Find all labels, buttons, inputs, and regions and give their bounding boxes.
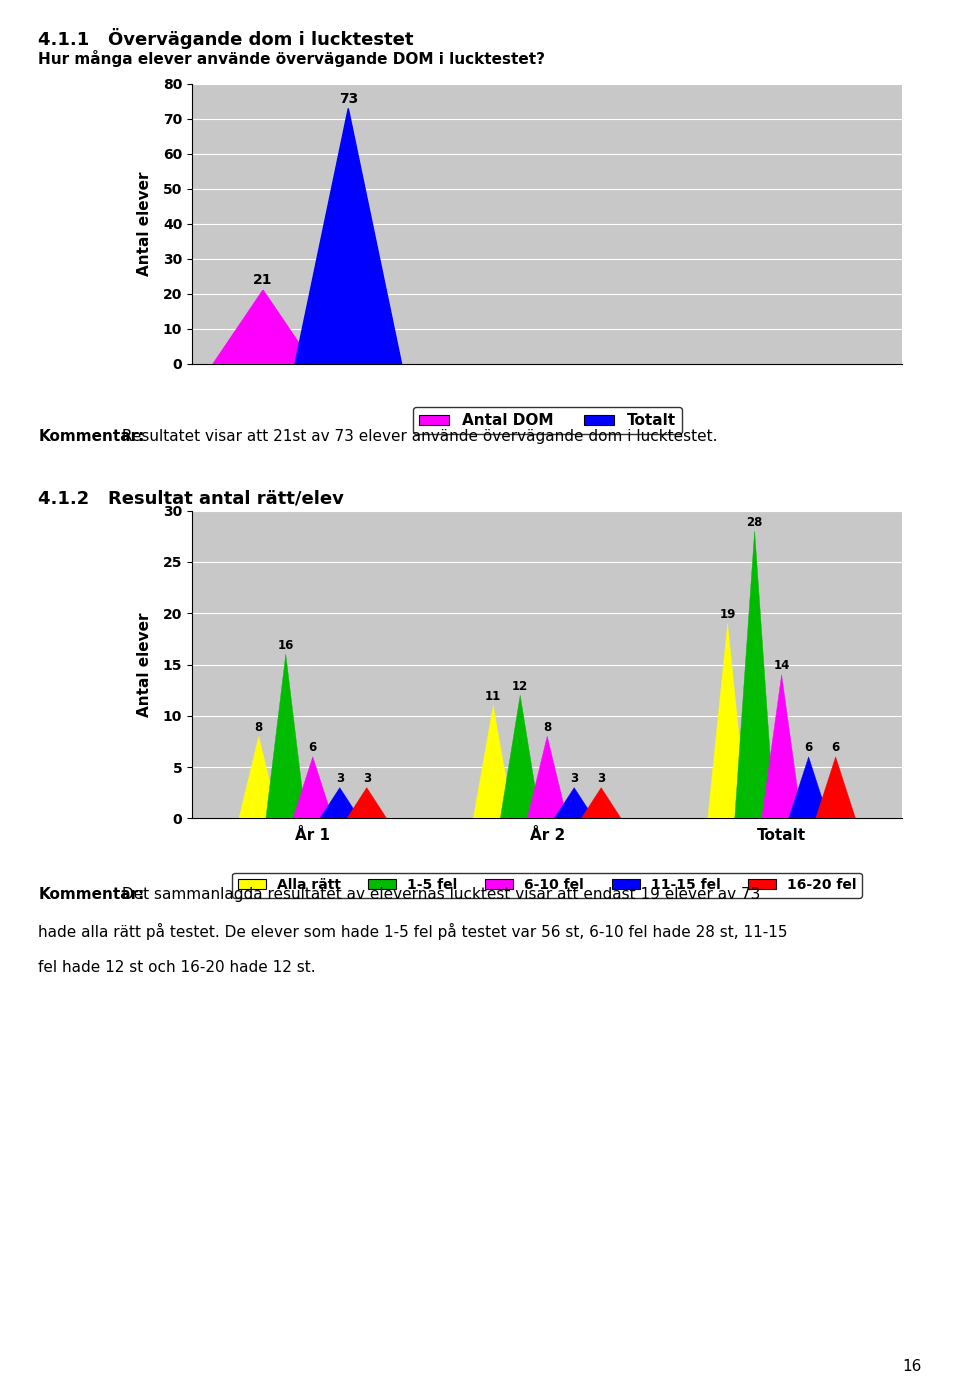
Text: 8: 8 xyxy=(543,720,551,733)
Polygon shape xyxy=(347,788,387,818)
Polygon shape xyxy=(293,757,333,818)
Polygon shape xyxy=(295,109,401,364)
Text: hade alla rätt på testet. De elever som hade 1-5 fel på testet var 56 st, 6-10 f: hade alla rätt på testet. De elever som … xyxy=(38,923,788,940)
Polygon shape xyxy=(554,788,594,818)
Text: 16: 16 xyxy=(902,1358,922,1374)
Text: 6: 6 xyxy=(309,741,317,754)
Text: Det sammanlagda resultatet av elevernas lucktest visar att endast 19 elever av 7: Det sammanlagda resultatet av elevernas … xyxy=(117,887,760,902)
Y-axis label: Antal elever: Antal elever xyxy=(136,613,152,716)
Text: 6: 6 xyxy=(804,741,813,754)
Text: 8: 8 xyxy=(254,720,263,733)
Polygon shape xyxy=(473,705,513,818)
Polygon shape xyxy=(708,624,748,818)
Polygon shape xyxy=(761,674,802,818)
Text: Kommentar:: Kommentar: xyxy=(38,887,145,902)
Polygon shape xyxy=(816,757,855,818)
Polygon shape xyxy=(734,532,775,818)
Polygon shape xyxy=(239,736,278,818)
Polygon shape xyxy=(500,695,540,818)
Text: Resultatet visar att 21st av 73 elever använde övervägande dom i lucktestet.: Resultatet visar att 21st av 73 elever a… xyxy=(117,429,718,445)
Polygon shape xyxy=(527,736,567,818)
Text: 3: 3 xyxy=(597,772,605,785)
Polygon shape xyxy=(266,655,305,818)
Polygon shape xyxy=(213,291,313,364)
Text: Kommentar:: Kommentar: xyxy=(38,429,145,445)
Text: 6: 6 xyxy=(831,741,840,754)
Text: Hur många elever använde övervägande DOM i lucktestet?: Hur många elever använde övervägande DOM… xyxy=(38,50,545,67)
Text: 4.1.2   Resultat antal rätt/elev: 4.1.2 Resultat antal rätt/elev xyxy=(38,490,345,508)
Text: 16: 16 xyxy=(277,639,294,652)
Text: 11: 11 xyxy=(485,690,501,702)
Text: 4.1.1   Övervägande dom i lucktestet: 4.1.1 Övervägande dom i lucktestet xyxy=(38,28,414,49)
Text: 3: 3 xyxy=(336,772,344,785)
Text: fel hade 12 st och 16-20 hade 12 st.: fel hade 12 st och 16-20 hade 12 st. xyxy=(38,960,316,975)
Legend: Alla rätt, 1-5 fel, 6-10 fel, 11-15 fel, 16-20 fel: Alla rätt, 1-5 fel, 6-10 fel, 11-15 fel,… xyxy=(232,873,862,898)
Text: 28: 28 xyxy=(747,516,763,529)
Text: 12: 12 xyxy=(512,680,528,693)
Polygon shape xyxy=(582,788,621,818)
Legend: Antal DOM, Totalt: Antal DOM, Totalt xyxy=(413,407,682,435)
Polygon shape xyxy=(320,788,360,818)
Text: 3: 3 xyxy=(570,772,578,785)
Text: 3: 3 xyxy=(363,772,371,785)
Text: 21: 21 xyxy=(253,273,273,288)
Text: 19: 19 xyxy=(719,609,735,621)
Text: 14: 14 xyxy=(774,659,790,673)
Polygon shape xyxy=(789,757,828,818)
Y-axis label: Antal elever: Antal elever xyxy=(136,172,152,276)
Text: 73: 73 xyxy=(339,91,358,106)
